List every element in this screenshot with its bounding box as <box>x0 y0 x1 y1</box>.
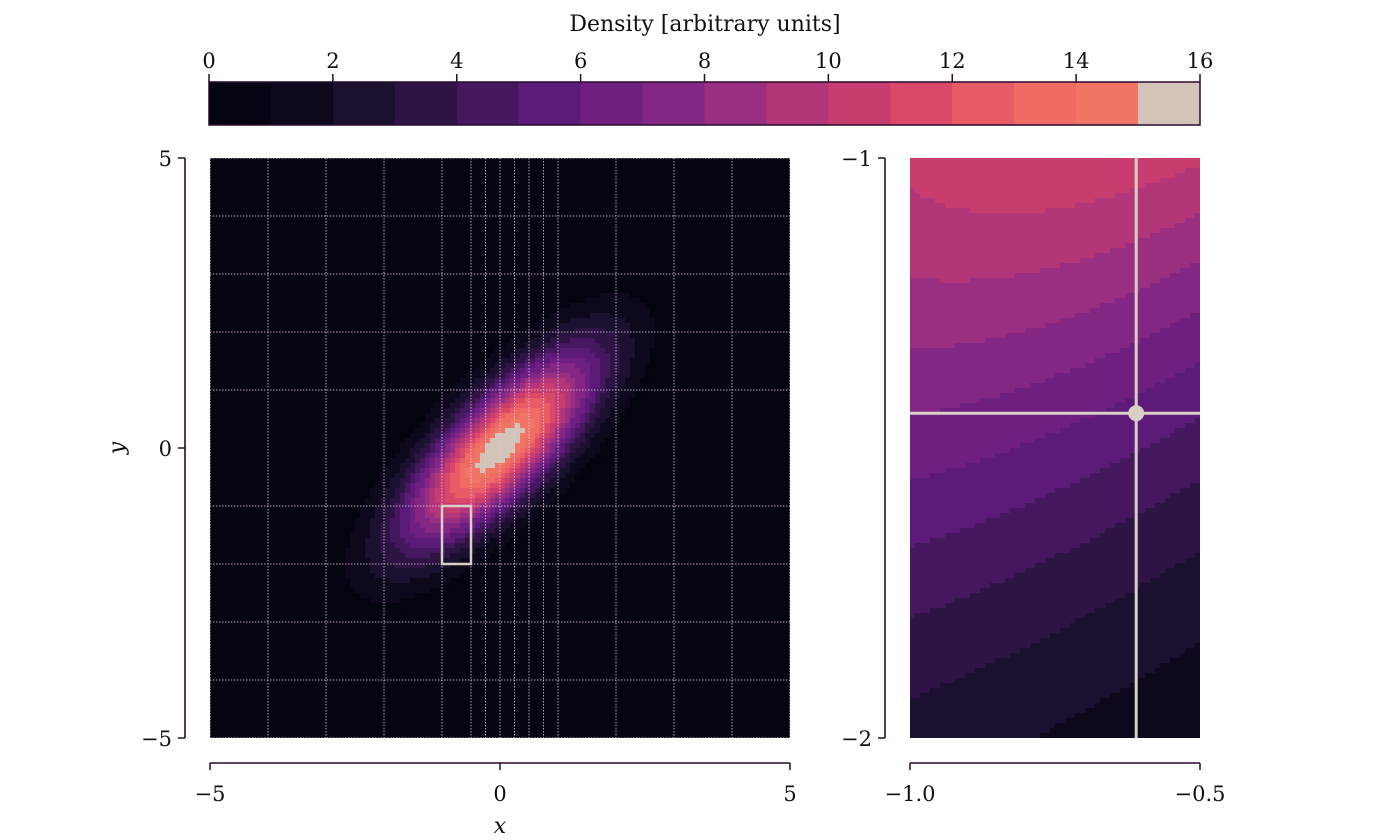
zoom-y-ticks: −2 −1 <box>841 147 885 751</box>
zoom-crosshair-point <box>1128 405 1145 422</box>
main-y-ticks: −5 0 5 <box>141 147 185 751</box>
y-tick-label: 0 <box>159 437 172 461</box>
colorbar-tick-label: 4 <box>450 49 463 73</box>
y-tick-label: 5 <box>159 147 172 171</box>
x-tick-label: 5 <box>783 782 796 806</box>
y-axis-label: y <box>105 441 130 455</box>
zoom-x-ticks: −1.0 −0.5 <box>885 763 1226 806</box>
colorbar-ticks: 0 2 4 6 8 10 12 14 16 <box>202 49 1213 82</box>
zoom-density-field <box>910 158 1200 738</box>
colorbar-tick-label: 6 <box>574 49 587 73</box>
zoom-x-tick-label: −0.5 <box>1175 782 1226 806</box>
colorbar-tick-label: 8 <box>698 49 711 73</box>
colorbar-tick-label: 0 <box>202 49 215 73</box>
main-x-ticks: −5 0 5 <box>195 763 797 806</box>
x-tick-label: 0 <box>493 782 506 806</box>
colorbar-tick-label: 2 <box>326 49 339 73</box>
x-axis-label: x <box>494 814 507 839</box>
colorbar-gradient <box>208 81 1201 126</box>
y-tick-label: −5 <box>141 727 172 751</box>
colorbar-title: Density [arbitrary units] <box>569 12 840 37</box>
main-panel: −5 0 5 −5 0 5 x y <box>105 147 797 839</box>
main-grid <box>210 158 790 738</box>
colorbar-tick-label: 12 <box>939 49 966 73</box>
zoom-x-tick-label: −1.0 <box>885 782 936 806</box>
x-tick-label: −5 <box>195 782 226 806</box>
zoom-y-tick-label: −2 <box>841 727 872 751</box>
main-density-field <box>330 278 671 619</box>
zoom-y-tick-label: −1 <box>841 147 872 171</box>
colorbar-tick-label: 10 <box>815 49 842 73</box>
colorbar-tick-label: 14 <box>1063 49 1090 73</box>
highlight-box <box>440 504 473 566</box>
colorbar: Density [arbitrary units] 0 2 4 6 8 10 12 14 16 <box>202 12 1213 126</box>
zoom-panel: −2 −1 −1.0 −0.5 <box>841 147 1225 806</box>
colorbar-tick-label: 16 <box>1187 49 1214 73</box>
